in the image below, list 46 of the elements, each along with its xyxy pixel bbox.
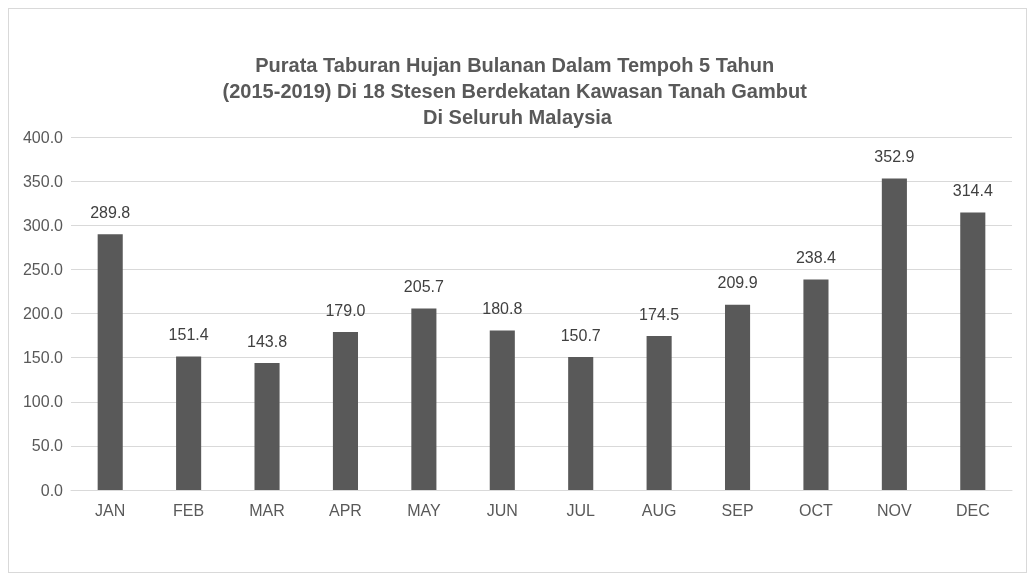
- y-tick-label: 0.0: [40, 481, 64, 499]
- y-tick-label: 350.0: [22, 172, 64, 190]
- x-tick-label: JUL: [566, 501, 596, 519]
- data-label: 151.4: [168, 325, 209, 343]
- data-label: 205.7: [403, 277, 444, 295]
- x-tick-label: JUN: [486, 501, 518, 519]
- data-label: 238.4: [795, 249, 837, 267]
- data-label: 174.5: [639, 305, 680, 323]
- x-tick-label: MAR: [249, 501, 285, 519]
- bar: [411, 308, 437, 490]
- bar: [176, 356, 202, 490]
- x-tick-label: AUG: [641, 501, 677, 519]
- data-label: 180.8: [482, 299, 523, 317]
- chart-title: Purata Taburan Hujan Bulanan Dalam Tempoh 5 Tahun (2015-2019) Di 18 Stesen Berdekatan Kawasan Tanah Gambut Di Seluruh Malaysia: [222, 54, 813, 128]
- bar: [881, 178, 907, 490]
- y-tick-label: 100.0: [22, 393, 64, 411]
- data-label: 150.7: [560, 326, 601, 344]
- x-tick-label: NOV: [877, 501, 913, 519]
- bar: [568, 357, 594, 490]
- x-tick-label: APR: [329, 501, 362, 519]
- y-tick-label: 300.0: [22, 216, 64, 234]
- data-label: 143.8: [247, 332, 288, 350]
- x-tick-label: FEB: [173, 501, 205, 519]
- y-tick-label: 150.0: [22, 349, 64, 367]
- y-tick-label: 400.0: [22, 128, 64, 146]
- bar: [646, 336, 672, 490]
- x-tick-label: MAY: [407, 501, 441, 519]
- bar: [97, 234, 123, 490]
- data-label: 314.4: [952, 182, 993, 200]
- y-tick-label: 250.0: [22, 260, 64, 278]
- bar: [803, 279, 829, 490]
- x-tick-label: SEP: [721, 501, 754, 519]
- bar: [960, 212, 986, 490]
- y-tick-label: 200.0: [22, 305, 64, 322]
- data-label: 209.9: [717, 274, 758, 292]
- data-label: 352.9: [874, 148, 915, 166]
- y-tick-label: 50.0: [31, 437, 64, 455]
- x-tick-label: JAN: [95, 501, 126, 519]
- x-tick-label: OCT: [799, 501, 834, 519]
- bar: [489, 330, 515, 490]
- bar: [254, 363, 280, 490]
- data-label: 179.0: [325, 301, 366, 319]
- bar: [332, 332, 359, 490]
- data-label: 289.8: [90, 203, 131, 221]
- bar: [725, 304, 751, 490]
- x-tick-label: DEC: [955, 501, 990, 519]
